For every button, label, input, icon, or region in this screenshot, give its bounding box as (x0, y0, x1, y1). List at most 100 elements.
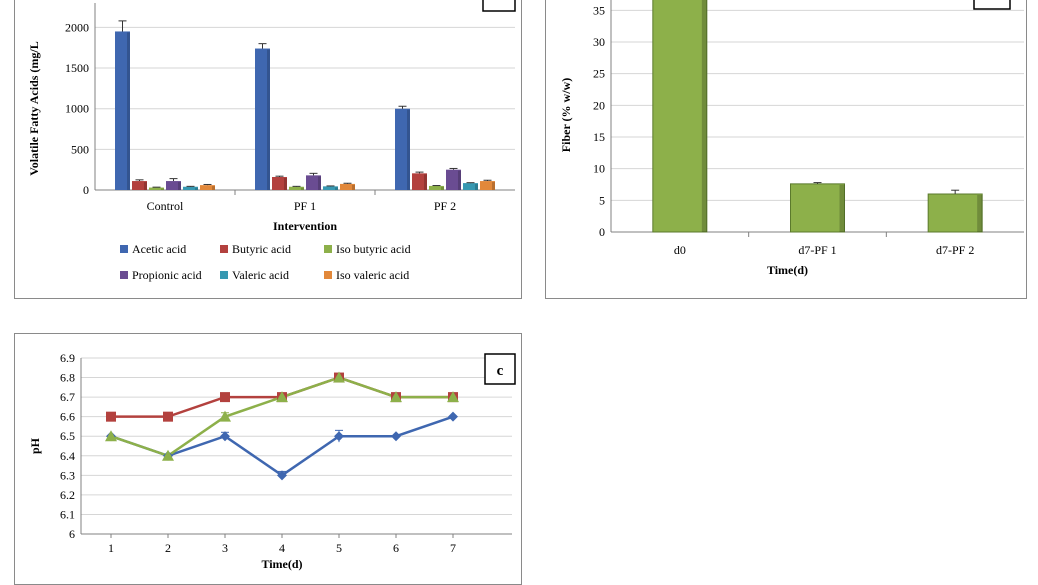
bar (480, 181, 495, 190)
legend-swatch (220, 245, 228, 253)
x-tick-label: 2 (165, 541, 171, 555)
x-axis-title: Time(d) (261, 557, 302, 571)
x-tick-label: PF 2 (434, 199, 456, 213)
data-point-triangle (105, 430, 117, 442)
y-tick-label: 5 (599, 193, 605, 207)
panel-label-box (484, 353, 516, 385)
data-point-diamond (277, 470, 287, 481)
legend-label: Iso butyric acid (336, 242, 411, 256)
bar-shade (127, 32, 130, 191)
x-tick-label: d7-PF 2 (936, 243, 974, 257)
y-tick-label: 30 (593, 35, 605, 49)
x-tick-label: d7-PF 1 (798, 243, 836, 257)
y-tick-label: 15 (593, 130, 605, 144)
bar-shade (701, 0, 707, 232)
bar (927, 193, 983, 233)
legend-swatch (120, 245, 128, 253)
y-tick-label: 2000 (65, 20, 89, 34)
legend-swatch (220, 271, 228, 279)
bar-shade (977, 195, 983, 232)
data-point-triangle (276, 391, 288, 403)
panel-label: c (497, 363, 504, 379)
vfa-chart-panel: 0 500 1000 1500 2000 Control PF 1 PF 2 Intervent… (14, 0, 522, 299)
y-tick-label: 25 (593, 67, 605, 81)
bar-shade (284, 177, 287, 190)
data-point-diamond (220, 431, 230, 442)
y-tick-label: 6.4 (60, 449, 75, 463)
data-point-square (220, 392, 230, 403)
data-point-triangle (219, 410, 231, 422)
x-tick-label: 5 (336, 541, 342, 555)
bar (306, 175, 321, 190)
data-point-diamond (391, 431, 401, 442)
legend-swatch (324, 271, 332, 279)
bar-shade (267, 49, 270, 191)
data-point-triangle (162, 449, 174, 461)
bar-shade (839, 184, 845, 232)
bar (323, 186, 338, 190)
x-tick-label: Control (147, 199, 184, 213)
x-tick-label: d0 (674, 243, 686, 257)
y-tick-label: 1000 (65, 102, 89, 116)
y-tick-label: 6.5 (60, 429, 75, 443)
data-point-square (106, 411, 116, 422)
bar (166, 181, 181, 190)
y-tick-label: 35 (593, 3, 605, 17)
series-line (110, 415, 454, 477)
data-point-diamond (448, 411, 458, 422)
ph-chart-panel: 6 6.1 6.2 6.3 6.4 6.5 6.6 6.7 6.8 6.9 1 2 3 4 5 6 7 Time(… (14, 333, 522, 585)
bar-shade (407, 109, 410, 190)
y-tick-label: 20 (593, 98, 605, 112)
legend-label: Butyric acid (232, 242, 291, 256)
bar-shade (318, 176, 321, 190)
bar (446, 169, 461, 190)
bar-shade (475, 184, 478, 190)
legend-label: Propionic acid (132, 268, 202, 282)
y-tick-label: 6.2 (60, 488, 75, 502)
bar (132, 181, 147, 190)
legend-label: Acetic acid (132, 242, 186, 256)
y-tick-label: 500 (71, 142, 89, 156)
legend-label: Valeric acid (232, 268, 289, 282)
x-axis-title: Intervention (273, 219, 337, 233)
y-tick-label: 6.1 (60, 507, 75, 521)
data-point-triangle (333, 371, 345, 383)
y-tick-label: 1500 (65, 61, 89, 75)
bar (255, 48, 270, 191)
panel-label-box (482, 0, 516, 12)
bar (429, 185, 444, 190)
bar-shade (441, 186, 444, 190)
data-point-triangle (390, 391, 402, 403)
panel-label-box (973, 0, 1011, 10)
bar (115, 31, 130, 191)
bar-shade (212, 186, 215, 190)
bar-shade (178, 182, 181, 190)
y-axis-title: Fiber (% w/w) (559, 78, 573, 152)
bar (412, 173, 427, 190)
bar-shade (458, 170, 461, 190)
bar (395, 108, 410, 190)
bar (289, 186, 304, 190)
y-tick-label: 0 (83, 183, 89, 197)
bar (340, 183, 355, 190)
bar-shade (492, 182, 495, 190)
data-point-diamond (334, 431, 344, 442)
bar-shade (301, 187, 304, 190)
y-tick-label: 6.3 (60, 468, 75, 482)
x-tick-label: 6 (393, 541, 399, 555)
fiber-bar-chart: 0 5 10 15 20 25 30 35 d0 d7-PF 1 d7-PF 2 Time(d) Fib… (559, 0, 1024, 277)
fiber-chart-panel: 0 5 10 15 20 25 30 35 d0 d7-PF 1 d7-PF 2 Time(d) Fib… (545, 0, 1027, 299)
bar-shade (195, 187, 198, 190)
x-axis-title: Time(d) (767, 263, 808, 277)
y-tick-label: 6.7 (60, 390, 75, 404)
x-tick-label: 1 (108, 541, 114, 555)
x-tick-label: 4 (279, 541, 285, 555)
data-point-square (163, 411, 173, 422)
bar (652, 0, 708, 233)
bar-shade (144, 182, 147, 190)
bar (272, 176, 287, 190)
bar (200, 185, 215, 190)
bar-shade (161, 188, 164, 190)
legend-swatch (120, 271, 128, 279)
ph-line-chart: 6 6.1 6.2 6.3 6.4 6.5 6.6 6.7 6.8 6.9 1 2 3 4 5 6 7 Time(… (28, 351, 516, 571)
